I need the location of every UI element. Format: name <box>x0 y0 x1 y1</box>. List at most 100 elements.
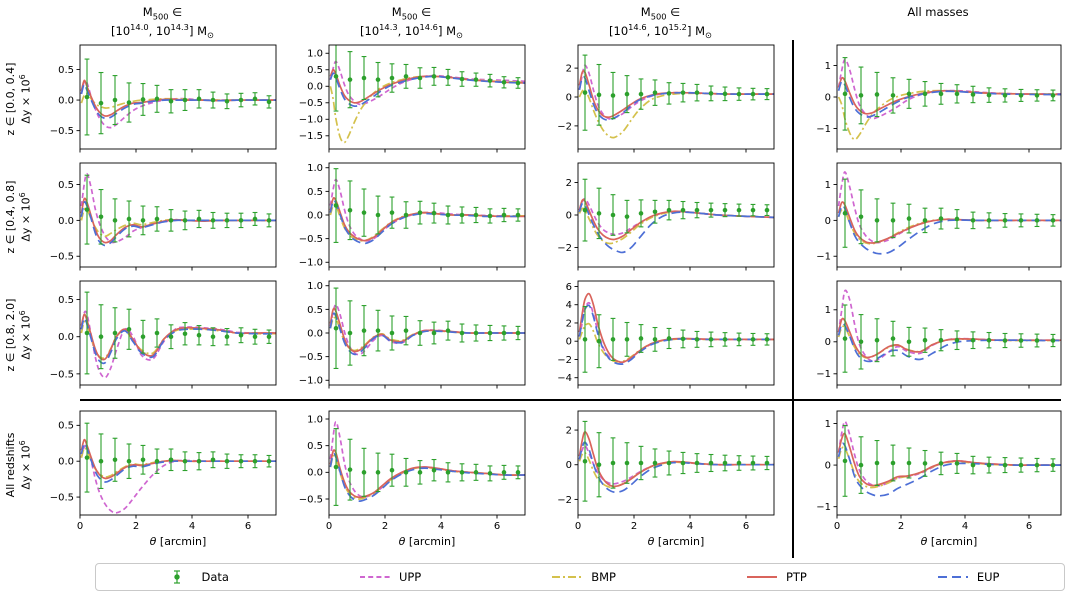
col-title-line1: All masses <box>907 5 969 19</box>
svg-text:2: 2 <box>566 178 572 189</box>
curve-EUP <box>837 442 1061 497</box>
plot-panel-svg: −1.0 −0.5 0.0 0.5 1.0 <box>299 280 526 389</box>
svg-text:4: 4 <box>687 521 693 532</box>
plot-panel-svg: −4 −2 0 2 4 6 <box>557 280 775 389</box>
panel-r2-c3: −1 0 1 <box>801 276 1075 394</box>
svg-text:4: 4 <box>566 300 572 311</box>
legend-label: UPP <box>398 569 422 584</box>
svg-text:0: 0 <box>566 460 572 471</box>
svg-text:0: 0 <box>825 337 831 348</box>
svg-text:0.0: 0.0 <box>58 216 74 227</box>
svg-text:−0.5: −0.5 <box>299 98 323 109</box>
data-points <box>842 178 1056 248</box>
svg-text:2: 2 <box>382 521 388 532</box>
panel-r0-c1: −1.5 −1.0 −0.5 0.0 0.5 1.0 <box>287 40 536 158</box>
data-points <box>842 304 1056 373</box>
legend-label: Data <box>201 569 229 584</box>
panel-r1-c3: −1 0 1 <box>801 158 1075 276</box>
svg-text:0: 0 <box>326 521 332 532</box>
col-title-line1: M500 ∈ <box>640 5 681 22</box>
model-curves <box>578 430 774 494</box>
plot-panel-svg: −1.0 −0.5 0.0 0.5 1.0 <box>299 162 526 271</box>
svg-text:0.0: 0.0 <box>58 95 74 106</box>
data-points <box>333 45 521 112</box>
svg-text:6: 6 <box>494 521 500 532</box>
svg-text:0: 0 <box>566 92 572 103</box>
svg-text:1.0: 1.0 <box>307 163 323 174</box>
data-points <box>842 425 1056 497</box>
panel-r1-c2: −2 0 2 <box>536 158 785 276</box>
plot-panel-svg: −2 0 2 <box>557 162 775 271</box>
model-curves <box>80 438 276 514</box>
data-points <box>84 174 272 245</box>
legend-label: BMP <box>591 569 616 584</box>
column-divider-line <box>792 40 794 558</box>
plot-panel-svg: −0.5 0.0 0.5 <box>50 162 277 271</box>
svg-text:6: 6 <box>566 282 572 293</box>
svg-text:0: 0 <box>834 521 840 532</box>
curve-EUP <box>329 72 525 108</box>
col-title-line2: [1014.6, 1015.2] M⊙ <box>609 22 712 41</box>
panel-r2-c1: −1.0 −0.5 0.0 0.5 1.0 <box>287 276 536 394</box>
y-axis-label: Δy × 106 <box>18 440 33 490</box>
panel-r1-c1: −1.0 −0.5 0.0 0.5 1.0 <box>287 158 536 276</box>
svg-text:4: 4 <box>189 521 195 532</box>
legend-item-ptp: PTP <box>745 569 807 585</box>
plot-frame <box>836 280 1062 386</box>
model-curves <box>837 171 1061 255</box>
svg-text:−0.5: −0.5 <box>50 369 74 380</box>
row-divider-line <box>80 399 1061 401</box>
ptp-marker-icon <box>746 575 777 578</box>
plot-frame <box>328 410 526 516</box>
svg-text:0: 0 <box>825 460 831 471</box>
data-points <box>582 420 770 502</box>
svg-text:0.0: 0.0 <box>307 82 323 93</box>
svg-text:0.0: 0.0 <box>307 468 323 479</box>
plot-panel-svg: −0.5 0.0 0.5 <box>50 280 277 389</box>
data-points <box>84 58 272 136</box>
curve-EUP <box>837 204 1061 255</box>
svg-text:0.5: 0.5 <box>58 65 74 76</box>
plot-frame <box>328 44 526 150</box>
svg-text:−1.0: −1.0 <box>299 376 323 387</box>
plot-panel-svg: −2 0 2 0 2 4 6 θ [arcmin] <box>557 410 775 548</box>
svg-text:0.0: 0.0 <box>307 210 323 221</box>
svg-text:0: 0 <box>77 521 83 532</box>
model-curves <box>837 420 1061 497</box>
legend-item-bmp: BMP <box>550 569 616 585</box>
data-points <box>582 54 770 131</box>
panel-r3-c2: −2 0 2 0 2 4 6 θ [arcmin] <box>536 406 785 558</box>
x-axis-label: θ [arcmin] <box>921 535 978 548</box>
upp-marker-icon <box>359 575 390 578</box>
svg-text:1.0: 1.0 <box>307 414 323 425</box>
x-axis-label: θ [arcmin] <box>399 535 456 548</box>
curve-EUP <box>578 202 774 254</box>
legend-label: EUP <box>976 569 1000 584</box>
svg-text:−1: −1 <box>816 502 831 513</box>
svg-text:4: 4 <box>962 521 968 532</box>
svg-text:0.5: 0.5 <box>58 421 74 432</box>
plot-panel-svg: −1 0 1 <box>816 280 1062 389</box>
svg-text:−4: −4 <box>557 373 572 384</box>
model-curves <box>837 289 1061 363</box>
svg-text:−0.5: −0.5 <box>50 126 74 137</box>
svg-text:1: 1 <box>825 180 831 191</box>
plot-panel-svg: −1.5 −1.0 −0.5 0.0 0.5 1.0 <box>299 44 526 153</box>
curve-EUP <box>837 80 1061 118</box>
svg-text:2: 2 <box>566 318 572 329</box>
column-divider <box>785 40 801 558</box>
plot-panel-svg: −0.5 0.0 0.5 <box>50 44 277 153</box>
y-axis-label: Δy × 106 <box>18 192 33 242</box>
curve-EUP <box>329 199 525 245</box>
data-points <box>582 305 770 373</box>
row-label-z2: z ∈ [0.4, 0.8] Δy × 106 <box>0 158 38 276</box>
plot-frame <box>79 44 277 150</box>
svg-text:−0.5: −0.5 <box>299 494 323 505</box>
plot-frame <box>577 162 775 268</box>
plot-frame <box>79 280 277 386</box>
data-points <box>84 422 272 493</box>
svg-text:0: 0 <box>575 521 581 532</box>
model-curves <box>80 310 276 379</box>
legend: Data UPP BMP PTP EUP <box>95 562 1065 591</box>
z-bin-label: All redshifts <box>3 432 17 498</box>
